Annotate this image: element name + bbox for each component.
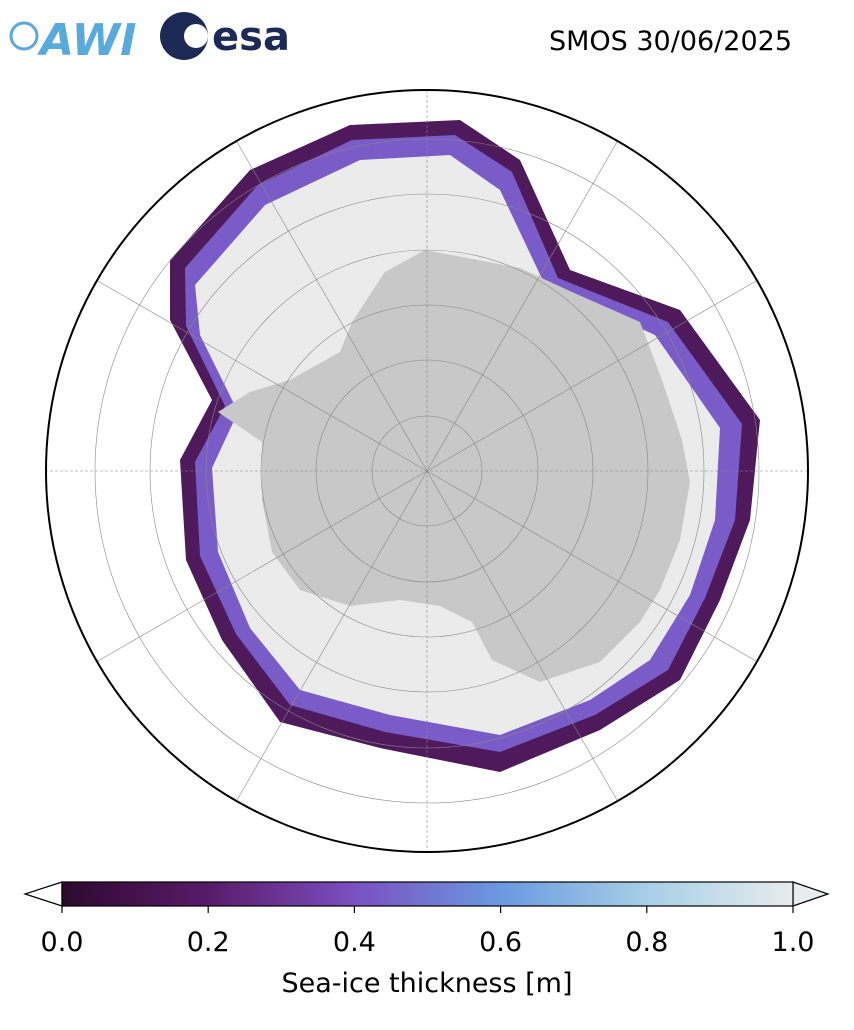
awi-logo-text: AWI <box>37 15 137 66</box>
antarctica <box>218 250 690 682</box>
colorbar-tick-label: 0.8 <box>625 927 668 958</box>
colorbar-tick-label: 0.6 <box>479 927 522 958</box>
colorbar-extend-low <box>23 881 63 907</box>
date-label: SMOS 30/06/2025 <box>549 26 792 57</box>
esa-logo: esa <box>160 12 290 60</box>
esa-logo-text: esa <box>212 14 290 60</box>
graticule <box>46 90 808 852</box>
colorbar-extend-high <box>792 881 830 907</box>
colorbar-tick-label: 0.2 <box>187 927 230 958</box>
awi-logo: AWI <box>9 15 137 66</box>
map-frame <box>45 89 809 853</box>
map <box>46 90 808 852</box>
colorbar-label: Sea-ice thickness [m] <box>281 968 572 999</box>
colorbar-tick-label: 1.0 <box>772 927 815 958</box>
colorbar: 0.0 0.2 0.4 0.6 0.8 1.0 <box>23 881 830 958</box>
colorbar-bar <box>61 881 794 907</box>
colorbar-tick-label: 0.4 <box>333 927 376 958</box>
colorbar-tick-label: 0.0 <box>41 927 84 958</box>
